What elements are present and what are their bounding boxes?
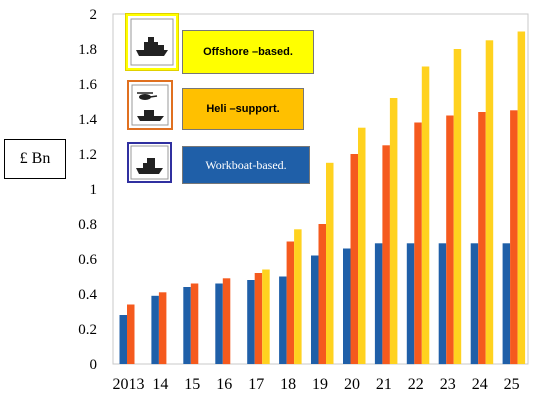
x-tick-label: 16 xyxy=(216,376,232,393)
y-tick-label: 0.6 xyxy=(78,252,97,268)
bar-heli xyxy=(254,273,263,364)
bar-workboat xyxy=(215,283,223,364)
bar-offshore xyxy=(262,269,270,364)
bar-workboat xyxy=(374,243,383,365)
bar-heli xyxy=(190,283,199,364)
x-tick-label: 14 xyxy=(152,376,168,393)
y-tick-label: 0.8 xyxy=(78,217,97,233)
bar-workboat xyxy=(343,248,351,364)
y-tick-labels: 0 0.2 0.4 0.6 0.8 1 1.2 1.4 1.6 1.8 2 xyxy=(78,7,97,373)
x-tick-label: 19 xyxy=(312,376,328,393)
x-tick-label: 18 xyxy=(280,376,296,393)
workboat-icon xyxy=(130,145,169,180)
y-tick-label: 1.8 xyxy=(78,42,97,58)
bar-offshore xyxy=(517,31,526,364)
legend-icon-workboat xyxy=(127,142,172,183)
x-tick-label: 23 xyxy=(440,376,456,393)
bar-heli xyxy=(446,115,454,364)
y-tick-label: 1.2 xyxy=(78,147,97,163)
bar-heli xyxy=(127,304,135,364)
x-tick-label: 2013 xyxy=(113,376,145,393)
y-tick-label: 0.2 xyxy=(78,322,97,338)
bar-heli xyxy=(350,154,358,364)
bar-workboat xyxy=(247,280,255,364)
bar-heli xyxy=(222,278,231,365)
bar-heli xyxy=(318,224,326,364)
y-tick-label: 2 xyxy=(90,7,98,23)
bar-workboat xyxy=(470,243,479,365)
bar-offshore xyxy=(485,40,494,365)
legend-icon-heli xyxy=(127,80,173,130)
y-tick-label: 1.4 xyxy=(78,112,97,128)
legend-label-heli: Heli –support. xyxy=(182,88,304,130)
bar-offshore xyxy=(453,49,462,364)
bar-heli xyxy=(478,112,486,364)
bar-workboat xyxy=(406,243,415,365)
helicopter-icon xyxy=(131,84,169,126)
bar-workboat xyxy=(119,315,127,364)
bar-workboat xyxy=(438,243,447,365)
y-tick-label: 0.4 xyxy=(78,287,97,303)
bar-offshore xyxy=(326,162,334,364)
bar-offshore xyxy=(294,229,302,365)
bar-heli xyxy=(382,145,390,365)
y-tick-label: 1 xyxy=(90,182,98,198)
x-tick-label: 24 xyxy=(472,376,488,393)
bar-heli xyxy=(510,110,518,365)
legend-icon-offshore xyxy=(125,13,179,71)
y-axis-label: £ Bn xyxy=(4,139,66,179)
bar-heli xyxy=(158,292,167,365)
x-tick-label: 17 xyxy=(248,376,264,393)
x-tick-label: 21 xyxy=(376,376,392,393)
x-tick-label: 22 xyxy=(408,376,424,393)
y-tick-label: 1.6 xyxy=(78,77,97,93)
x-tick-label: 25 xyxy=(504,376,520,393)
bar-workboat xyxy=(311,255,319,364)
bar-workboat xyxy=(279,276,287,364)
legend-label-workboat: Workboat-based. xyxy=(182,146,310,184)
y-tick-label: 0 xyxy=(90,357,98,373)
bar-workboat xyxy=(502,243,511,365)
x-tick-labels: 2013 14 15 16 17 18 19 20 21 22 23 24 25 xyxy=(113,376,520,393)
bar-workboat xyxy=(151,295,159,365)
x-tick-label: 20 xyxy=(344,376,360,393)
legend-label-offshore: Offshore –based. xyxy=(182,30,314,74)
ship-icon xyxy=(130,18,174,66)
x-tick-label: 15 xyxy=(184,376,200,393)
bar-offshore xyxy=(421,66,430,364)
bars xyxy=(119,31,526,365)
bar-workboat xyxy=(183,287,191,364)
bar-heli xyxy=(414,122,422,364)
bar-heli xyxy=(286,241,295,364)
bar-offshore xyxy=(389,98,398,364)
bar-offshore xyxy=(358,127,366,364)
